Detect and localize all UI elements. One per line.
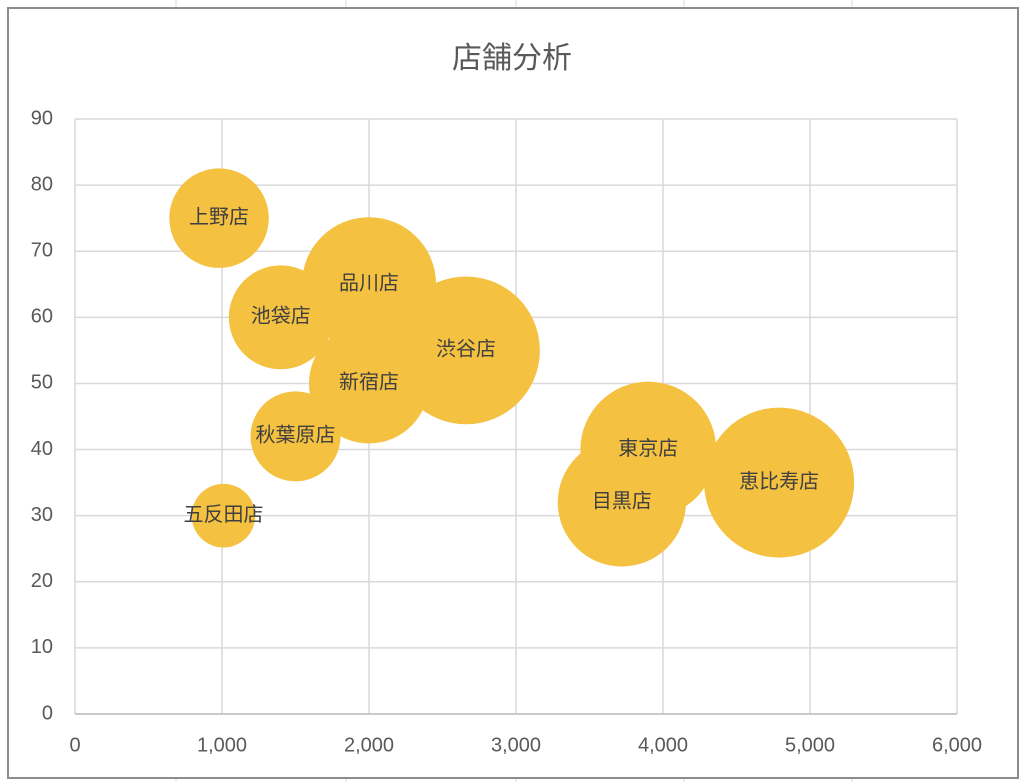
y-tick-label: 10 xyxy=(31,636,53,658)
y-tick-label: 40 xyxy=(31,438,53,460)
x-tick-label: 6,000 xyxy=(932,734,982,756)
x-tick-label: 2,000 xyxy=(344,734,394,756)
bubble xyxy=(557,438,686,567)
x-tick-label: 3,000 xyxy=(491,734,541,756)
data-label: 上野店 xyxy=(189,205,249,228)
bubble xyxy=(392,276,540,425)
data-label: 目黒店 xyxy=(592,490,652,513)
data-label: 渋谷店 xyxy=(436,338,496,361)
bubble xyxy=(704,407,855,558)
y-tick-label: 50 xyxy=(31,372,53,394)
x-tick-label: 5,000 xyxy=(785,734,835,756)
y-tick-label: 0 xyxy=(42,702,53,724)
data-label: 池袋店 xyxy=(251,305,311,328)
chart-title: 店舗分析 xyxy=(452,42,572,75)
data-label: 秋葉原店 xyxy=(256,424,336,447)
bubble xyxy=(250,391,341,482)
y-tick-label: 60 xyxy=(31,306,53,328)
y-tick-label: 70 xyxy=(31,240,53,262)
data-label: 恵比寿店 xyxy=(739,470,819,493)
bubble xyxy=(169,168,269,268)
bubble xyxy=(191,483,256,548)
y-tick-label: 30 xyxy=(31,504,53,526)
data-label: 品川店 xyxy=(339,272,399,295)
data-label: 新宿店 xyxy=(339,371,399,394)
data-label: 東京店 xyxy=(618,437,678,460)
data-label: 五反田店 xyxy=(183,503,263,526)
y-tick-label: 80 xyxy=(31,173,53,195)
y-tick-label: 90 xyxy=(31,107,53,129)
x-tick-label: 1,000 xyxy=(197,734,247,756)
x-tick-label: 4,000 xyxy=(638,734,688,756)
x-tick-label: 0 xyxy=(69,734,80,756)
y-tick-label: 20 xyxy=(31,570,53,592)
